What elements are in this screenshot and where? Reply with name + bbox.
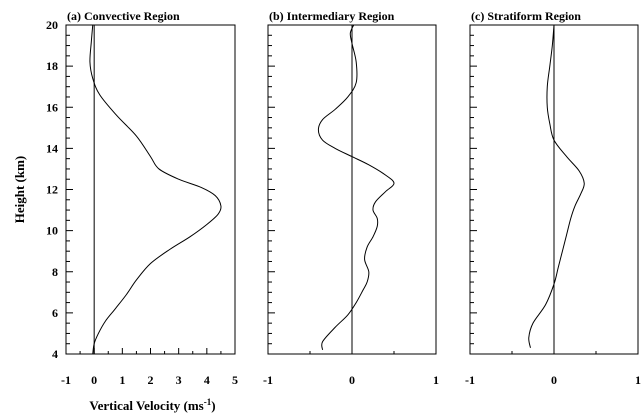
x-tick-label: 4 [204,373,210,387]
panel-title: (c) Stratiform Region [471,9,581,23]
x-tick-label: 3 [176,373,182,387]
velocity-curve [528,24,585,348]
y-tick-label: 10 [46,224,58,238]
x-tick-label: 1 [119,373,125,387]
panel-title: (a) Convective Region [67,9,180,23]
y-tick-label: 6 [52,306,58,320]
y-axis-label: Height (km) [12,156,27,224]
x-tick-label: -1 [61,373,71,387]
panel-c: -1 0 1 (c) Stratiform Region [465,9,641,387]
panel-b: -1 0 1 (b) Intermediary Region [263,9,439,387]
y-tick-label: 12 [46,183,58,197]
y-tick-label: 18 [46,59,58,73]
x-tick-label: 1 [635,373,641,387]
x-tick-label: 2 [148,373,154,387]
x-tick-label: -1 [465,373,475,387]
x-tick-label: -1 [263,373,273,387]
x-tick-label: 5 [232,373,238,387]
x-tick-label: 0 [349,373,355,387]
velocity-curve [89,24,222,355]
y-tick-label: 20 [46,18,58,32]
x-axis-label: Vertical Velocity (ms-1) [89,397,215,413]
y-tick-label: 4 [52,347,58,361]
x-tick-label: 0 [551,373,557,387]
x-tick-label: 0 [91,373,97,387]
y-tick-label: 8 [52,265,58,279]
x-tick-label: 1 [433,373,439,387]
y-tick-label: 14 [46,141,58,155]
velocity-curve [317,24,395,350]
panel-title: (b) Intermediary Region [269,9,395,23]
y-tick-label: 16 [46,100,58,114]
